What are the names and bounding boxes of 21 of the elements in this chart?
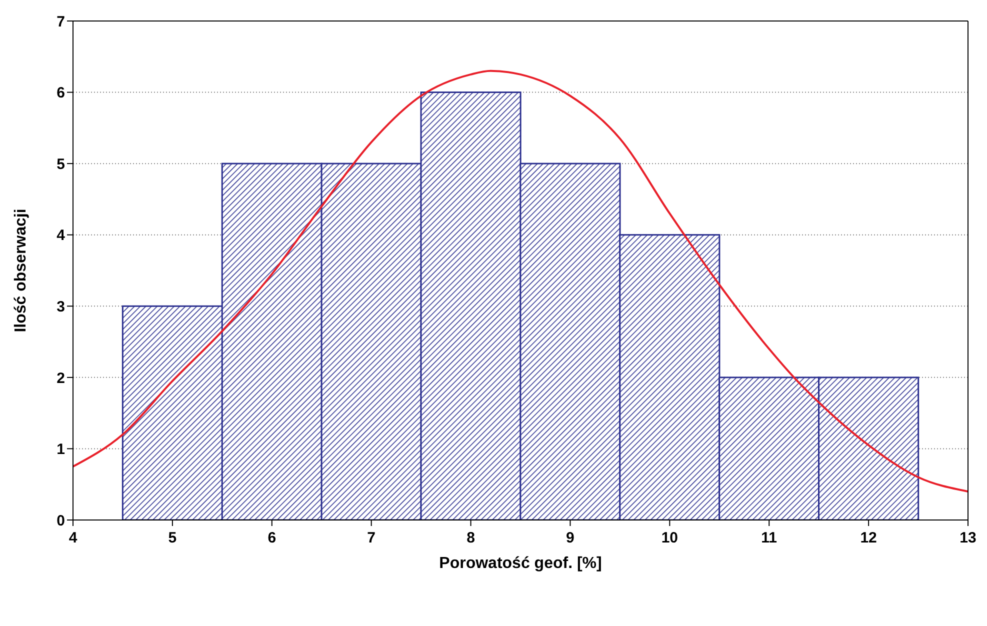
x-tick-label: 9 [566, 530, 574, 547]
x-axis-title: Porowatość geof. [%] [439, 555, 602, 572]
y-tick-label: 2 [56, 370, 65, 387]
y-tick-label: 1 [56, 441, 65, 458]
x-tick-label: 4 [68, 530, 78, 547]
x-tick-label: 5 [168, 530, 177, 547]
y-tick-label: 6 [56, 84, 65, 102]
y-tick-label: 7 [56, 13, 65, 30]
x-tick-label: 11 [761, 530, 778, 547]
y-tick-label: 3 [56, 298, 65, 316]
line-series [73, 70, 968, 492]
x-tick-label: 10 [661, 530, 678, 547]
y-tick-label: 4 [56, 227, 66, 244]
y-tick-label: 0 [56, 512, 65, 530]
x-tick-label: 7 [367, 530, 376, 547]
x-tick-label: 13 [960, 530, 976, 547]
x-tick-label: 8 [466, 530, 475, 547]
y-axis-title: Ilość obserwacji [12, 208, 30, 332]
y-tick-label: 5 [56, 156, 65, 173]
x-tick-label: 12 [860, 530, 877, 547]
x-tick-label: 6 [268, 530, 276, 547]
